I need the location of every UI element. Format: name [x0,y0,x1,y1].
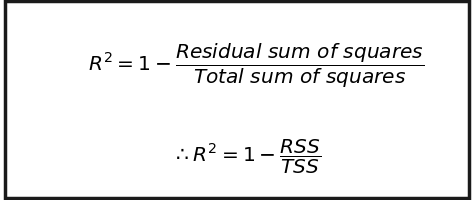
FancyBboxPatch shape [5,2,469,198]
Text: $R^2 = 1 - \dfrac{\mathit{Residual\ sum\ of\ squares}}{\mathit{Total\ sum\ of\ s: $R^2 = 1 - \dfrac{\mathit{Residual\ sum\… [88,42,424,90]
Text: $\therefore R^2 = 1 - \dfrac{\mathit{RSS}}{\mathit{TSS}}$: $\therefore R^2 = 1 - \dfrac{\mathit{RSS… [172,137,321,175]
